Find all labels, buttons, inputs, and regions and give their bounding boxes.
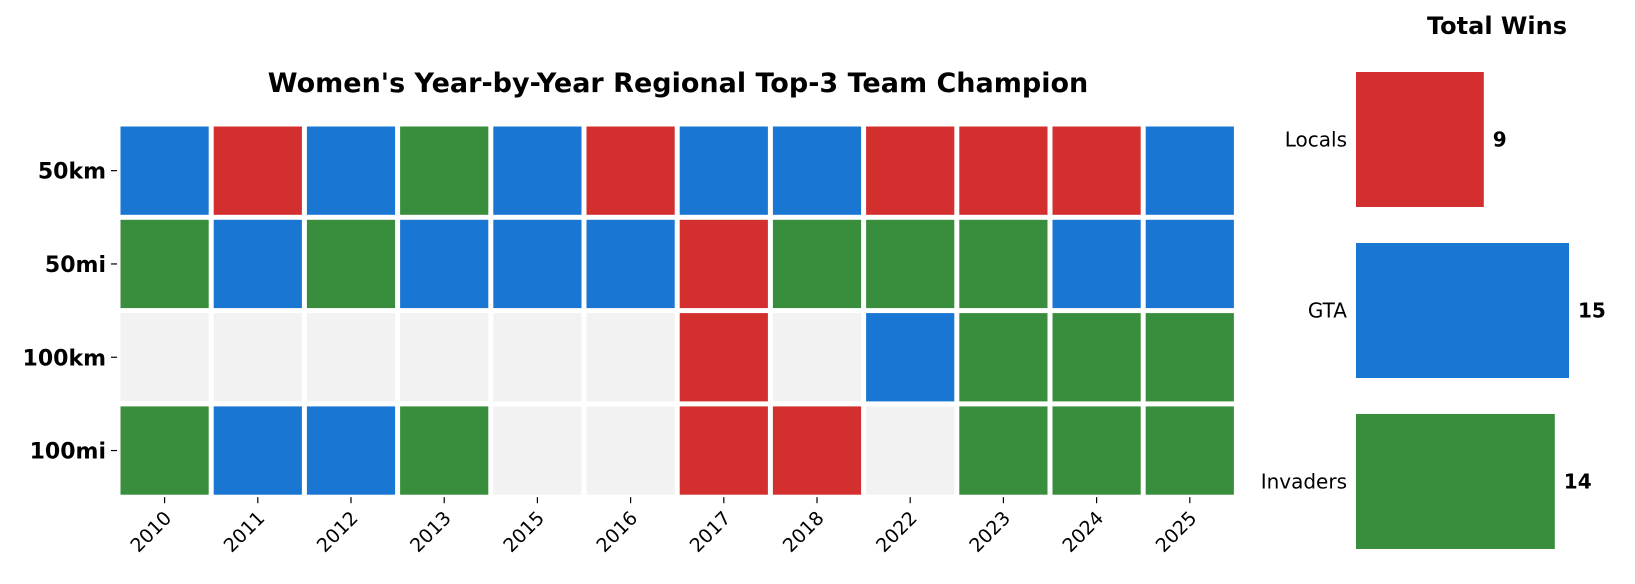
heatmap-cell bbox=[772, 406, 862, 495]
heatmap-cell bbox=[306, 126, 396, 215]
column-label: 2017 bbox=[686, 507, 736, 557]
heatmap-cell bbox=[679, 406, 768, 495]
heatmap-cell bbox=[213, 219, 302, 309]
heatmap-cell bbox=[213, 126, 302, 215]
column-label: 2011 bbox=[220, 507, 270, 557]
column-label: 2023 bbox=[965, 507, 1015, 557]
bar-category-label: Invaders bbox=[1261, 470, 1347, 494]
heatmap-cell bbox=[306, 219, 396, 309]
heatmap-cell bbox=[866, 219, 955, 309]
column-label: 2012 bbox=[313, 507, 363, 557]
heatmap-cell bbox=[1145, 126, 1234, 215]
heatmap-cell bbox=[1052, 219, 1141, 309]
bar-value-label: 15 bbox=[1578, 299, 1606, 323]
column-label: 2013 bbox=[406, 507, 456, 557]
total-wins-title: Total Wins bbox=[1427, 12, 1567, 40]
bar-value-label: 9 bbox=[1493, 128, 1507, 152]
heatmap-cell bbox=[772, 219, 862, 309]
bar-gta bbox=[1356, 243, 1569, 378]
bar-category-label: GTA bbox=[1308, 299, 1347, 323]
heatmap-cell bbox=[959, 126, 1048, 215]
heatmap-cell bbox=[493, 219, 582, 309]
heatmap-cell bbox=[1145, 313, 1234, 402]
heatmap-cell bbox=[586, 219, 675, 309]
heatmap-title: Women's Year-by-Year Regional Top-3 Team… bbox=[268, 68, 1088, 99]
bar-value-label: 14 bbox=[1564, 470, 1592, 494]
heatmap-cell bbox=[959, 406, 1048, 495]
column-label: 2018 bbox=[779, 507, 829, 557]
heatmap-cell bbox=[120, 406, 209, 495]
heatmap-row-labels: 50km 50mi 100km 100mi bbox=[23, 160, 117, 465]
heatmap-cell bbox=[493, 406, 582, 495]
heatmap-cell bbox=[493, 313, 582, 402]
heatmap-cell bbox=[213, 406, 302, 495]
heatmap-cell bbox=[1052, 126, 1141, 215]
heatmap-cell bbox=[586, 406, 675, 495]
heatmap-cell bbox=[1052, 313, 1141, 402]
column-label: 2025 bbox=[1152, 507, 1202, 557]
column-label: 2022 bbox=[872, 507, 922, 557]
heatmap-cell bbox=[400, 313, 489, 402]
column-label: 2010 bbox=[126, 507, 176, 557]
heatmap-cell bbox=[772, 126, 862, 215]
heatmap-cell bbox=[1145, 406, 1234, 495]
heatmap-cell bbox=[306, 313, 396, 402]
row-label: 100km bbox=[23, 346, 106, 371]
heatmap-cell bbox=[959, 313, 1048, 402]
heatmap-cell bbox=[400, 406, 489, 495]
heatmap-cell bbox=[866, 313, 955, 402]
heatmap-cell bbox=[959, 219, 1048, 309]
bar-invaders bbox=[1356, 414, 1555, 549]
heatmap-cell bbox=[400, 219, 489, 309]
heatmap-column-labels: 2010 2011 2012 2013 2015 2016 2017 2018 2022 2023… bbox=[126, 497, 1201, 557]
heatmap-cell bbox=[679, 313, 768, 402]
column-label: 2024 bbox=[1058, 507, 1108, 557]
heatmap-cell bbox=[213, 313, 302, 402]
row-label: 100mi bbox=[30, 440, 106, 465]
bar-category-label: Locals bbox=[1285, 128, 1347, 152]
heatmap-cells bbox=[120, 126, 1234, 495]
heatmap-cell bbox=[120, 313, 209, 402]
heatmap-cell bbox=[586, 313, 675, 402]
heatmap-cell bbox=[120, 219, 209, 309]
heatmap-cell bbox=[1145, 219, 1234, 309]
row-label: 50mi bbox=[45, 253, 106, 278]
heatmap-cell bbox=[586, 126, 675, 215]
heatmap-cell bbox=[306, 406, 396, 495]
heatmap-cell bbox=[866, 126, 955, 215]
heatmap-cell bbox=[493, 126, 582, 215]
column-label: 2016 bbox=[592, 507, 642, 557]
heatmap-cell bbox=[1052, 406, 1141, 495]
heatmap-cell bbox=[679, 219, 768, 309]
heatmap-cell bbox=[120, 126, 209, 215]
total-wins-bars: Locals 9 GTA 15 Invaders 14 bbox=[1261, 72, 1606, 549]
column-label: 2015 bbox=[499, 507, 549, 557]
heatmap-cell bbox=[866, 406, 955, 495]
heatmap-cell bbox=[400, 126, 489, 215]
bar-locals bbox=[1356, 72, 1484, 207]
row-label: 50km bbox=[38, 160, 106, 185]
heatmap-cell bbox=[772, 313, 862, 402]
heatmap-cell bbox=[679, 126, 768, 215]
